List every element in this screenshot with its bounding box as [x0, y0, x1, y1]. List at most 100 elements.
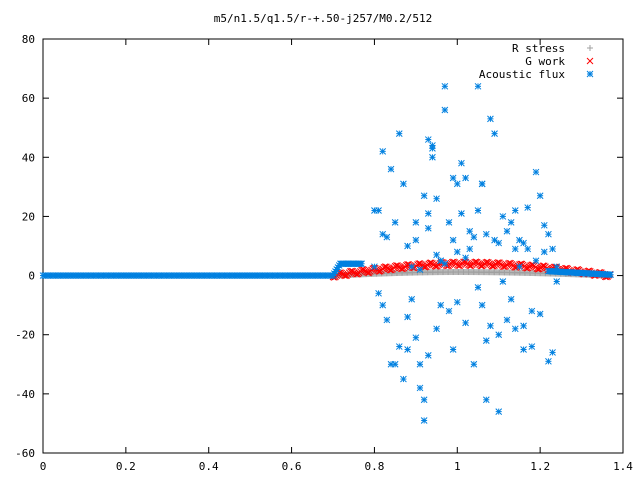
data-point [495, 408, 503, 415]
y-tick-label: 0 [28, 270, 35, 283]
data-point [398, 265, 405, 273]
data-point [477, 262, 485, 270]
data-point [532, 257, 540, 265]
data-point [503, 316, 511, 324]
data-point [478, 301, 486, 309]
data-point [391, 360, 399, 368]
data-point [431, 262, 439, 270]
data-point [387, 165, 395, 173]
series-g-work [329, 258, 614, 281]
data-point [408, 295, 416, 303]
data-point [416, 360, 424, 368]
data-point [437, 257, 445, 265]
data-point [520, 239, 527, 247]
data-point [516, 263, 523, 271]
data-point [340, 271, 348, 279]
data-point [516, 236, 523, 244]
data-point [522, 264, 529, 272]
data-point [375, 289, 382, 297]
legend-marker [586, 57, 594, 65]
data-point [449, 346, 457, 353]
data-point [553, 278, 561, 285]
data-point [408, 263, 416, 271]
data-point [524, 245, 532, 253]
data-point [482, 396, 490, 404]
data-point [466, 245, 474, 253]
data-point [437, 301, 445, 309]
series-layer [39, 82, 614, 424]
data-point [453, 298, 461, 306]
data-point [424, 136, 432, 143]
data-point [487, 115, 494, 123]
data-point [420, 396, 428, 404]
data-point [462, 319, 469, 327]
data-point [371, 263, 378, 271]
data-point [495, 239, 503, 247]
data-point [536, 310, 544, 318]
data-point [429, 145, 436, 152]
y-tick-label: -20 [15, 329, 35, 342]
data-point [426, 259, 434, 267]
data-point [478, 180, 486, 188]
data-point [400, 375, 407, 383]
data-point [482, 230, 490, 238]
data-point [379, 148, 387, 155]
data-point [549, 245, 556, 253]
y-tick-label: 80 [22, 33, 35, 46]
data-point [520, 346, 527, 353]
data-point [520, 322, 527, 330]
data-point [511, 325, 519, 333]
data-point [420, 263, 428, 271]
data-point [499, 213, 507, 220]
data-point [433, 251, 440, 259]
data-point [503, 227, 511, 235]
data-point [420, 417, 428, 424]
data-point [540, 221, 548, 229]
data-point [507, 218, 515, 226]
data-point [462, 254, 469, 262]
data-point [379, 301, 387, 309]
data-point [507, 295, 515, 303]
data-point [549, 349, 556, 356]
data-point [420, 192, 428, 200]
data-point [491, 236, 498, 244]
x-tick-label: 1.4 [613, 460, 633, 473]
data-point [540, 248, 548, 256]
data-point [375, 207, 382, 214]
data-point [358, 260, 365, 268]
data-point [449, 174, 457, 182]
data-point [448, 258, 456, 266]
data-point [412, 218, 420, 226]
data-point [445, 218, 453, 226]
data-point [424, 352, 432, 359]
data-point [429, 153, 436, 161]
data-point [470, 233, 478, 241]
data-point [395, 343, 403, 350]
data-point [488, 262, 496, 270]
data-point [607, 271, 614, 279]
data-point [482, 337, 490, 344]
x-tick-label: 0.6 [282, 460, 302, 473]
data-point [471, 258, 479, 266]
y-tick-label: 20 [22, 210, 35, 223]
data-point [383, 233, 391, 241]
legend-marker [586, 70, 594, 78]
data-point [466, 227, 474, 235]
data-point [458, 159, 465, 167]
legend-label: G work [525, 55, 565, 68]
data-point [470, 360, 478, 368]
data-point [528, 307, 536, 315]
data-point [536, 192, 544, 200]
y-tick-label: -60 [15, 447, 35, 460]
legend-label: R stress [512, 42, 565, 55]
data-point [511, 245, 519, 253]
data-point [416, 384, 424, 392]
data-point [524, 204, 532, 211]
data-point [458, 210, 465, 217]
data-point [491, 130, 498, 137]
data-point [511, 207, 519, 214]
x-tick-label: 0 [40, 460, 47, 473]
data-point [553, 263, 561, 271]
data-point [383, 316, 391, 324]
